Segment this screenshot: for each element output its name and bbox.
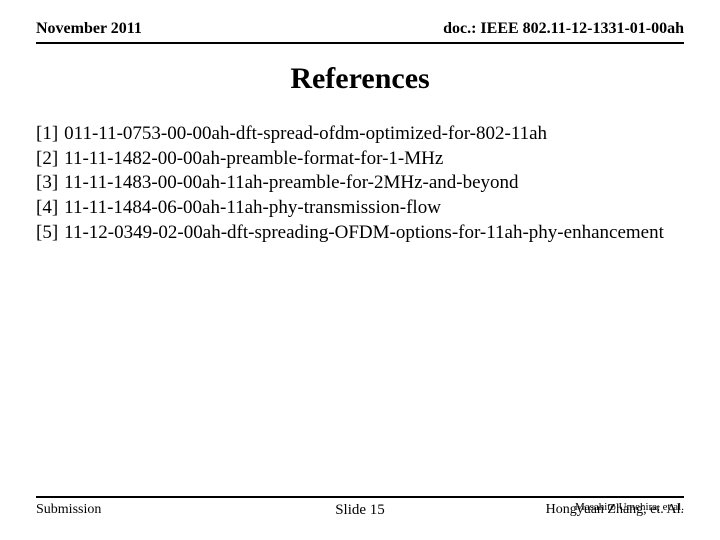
reference-item: [3] 11-11-1483-00-00ah-11ah-preamble-for… bbox=[36, 171, 684, 196]
reference-text: 11-11-1484-06-00ah-11ah-phy-transmission… bbox=[64, 196, 684, 221]
reference-label: [4] bbox=[36, 196, 64, 221]
footer-author-overlap: Masahito Umehira, et al. bbox=[575, 501, 684, 513]
reference-label: [5] bbox=[36, 221, 64, 246]
footer-slide-number: Slide 15 bbox=[335, 502, 385, 519]
page-title: References bbox=[36, 62, 684, 96]
slide: November 2011 doc.: IEEE 802.11-12-1331-… bbox=[0, 0, 720, 540]
footer: Submission Slide 15 Hongyuan Zhang, et. … bbox=[36, 496, 684, 518]
reference-item: [5] 11-12-0349-02-00ah-dft-spreading-OFD… bbox=[36, 221, 684, 246]
reference-text: 11-12-0349-02-00ah-dft-spreading-OFDM-op… bbox=[64, 221, 684, 246]
footer-right: Hongyuan Zhang, et. Al. Masahito Umehira… bbox=[546, 502, 684, 518]
reference-item: [1] 011-11-0753-00-00ah-dft-spread-ofdm-… bbox=[36, 122, 684, 147]
reference-text: 11-11-1483-00-00ah-11ah-preamble-for-2MH… bbox=[64, 171, 684, 196]
reference-text: 11-11-1482-00-00ah-preamble-format-for-1… bbox=[64, 147, 684, 172]
header-doc-id: doc.: IEEE 802.11-12-1331-01-00ah bbox=[443, 20, 684, 38]
footer-left: Submission bbox=[36, 502, 101, 518]
reference-label: [3] bbox=[36, 171, 64, 196]
reference-text: 011-11-0753-00-00ah-dft-spread-ofdm-opti… bbox=[64, 122, 684, 147]
header-date: November 2011 bbox=[36, 20, 142, 38]
reference-label: [1] bbox=[36, 122, 64, 147]
reference-item: [2] 11-11-1482-00-00ah-preamble-format-f… bbox=[36, 147, 684, 172]
references-list: [1] 011-11-0753-00-00ah-dft-spread-ofdm-… bbox=[36, 122, 684, 245]
header: November 2011 doc.: IEEE 802.11-12-1331-… bbox=[36, 20, 684, 44]
reference-item: [4] 11-11-1484-06-00ah-11ah-phy-transmis… bbox=[36, 196, 684, 221]
reference-label: [2] bbox=[36, 147, 64, 172]
